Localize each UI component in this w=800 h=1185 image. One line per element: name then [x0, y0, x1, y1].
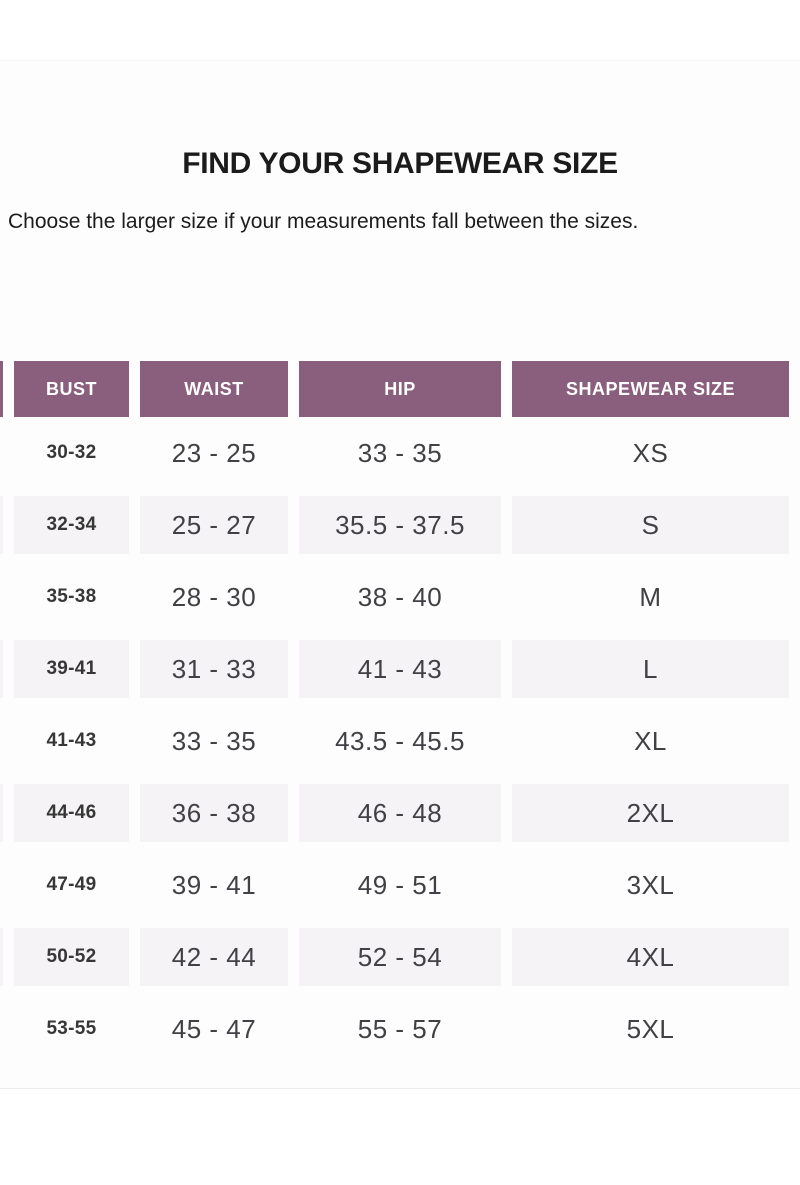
bust-cell: 35-38: [46, 586, 97, 607]
size-cell: 5XL: [626, 1013, 675, 1044]
size-cell: 4XL: [512, 921, 789, 993]
size-cell: S: [512, 489, 789, 561]
bust-cell: 44-46: [14, 777, 129, 849]
waist-cell: 28 - 30: [171, 581, 257, 612]
waist-cell: 36 - 38: [140, 777, 288, 849]
hip-cell: 46 - 48: [299, 777, 501, 849]
hip-cell: 49 - 51: [357, 869, 443, 900]
cutoff-column-sliver: [0, 417, 3, 489]
table-row: 50-52 42 - 44 52 - 54 4XL: [0, 921, 789, 993]
hip-cell: 55 - 57: [357, 1013, 443, 1044]
waist-cell: 39 - 41: [171, 869, 257, 900]
bust-cell: 53-55: [46, 1018, 97, 1039]
page-subtitle: Choose the larger size if your measureme…: [8, 210, 639, 233]
content-sheet: [0, 60, 800, 1089]
table-row: 41-43 33 - 35 43.5 - 45.5 XL: [0, 705, 789, 777]
cutoff-column-sliver: [0, 705, 3, 777]
cutoff-column-sliver: [0, 921, 3, 993]
hip-cell: 41 - 43: [299, 633, 501, 705]
waist-cell: 45 - 47: [171, 1013, 257, 1044]
hip-cell: 52 - 54: [299, 921, 501, 993]
bust-cell: 30-32: [46, 442, 97, 463]
hip-cell: 38 - 40: [357, 581, 443, 612]
size-cell: M: [639, 581, 662, 612]
cutoff-column-sliver: [0, 777, 3, 849]
table-row: 30-32 23 - 25 33 - 35 XS: [0, 417, 789, 489]
column-header-hip: HIP: [299, 361, 501, 417]
size-cell: L: [512, 633, 789, 705]
hip-cell: 43.5 - 45.5: [335, 725, 465, 756]
cutoff-column-sliver: [0, 849, 3, 921]
size-cell: 3XL: [626, 869, 675, 900]
hip-cell: 35.5 - 37.5: [299, 489, 501, 561]
bust-cell: 47-49: [46, 874, 97, 895]
size-cell: XL: [634, 725, 667, 756]
waist-cell: 42 - 44: [140, 921, 288, 993]
bust-cell: 32-34: [14, 489, 129, 561]
waist-cell: 31 - 33: [140, 633, 288, 705]
table-row: 44-46 36 - 38 46 - 48 2XL: [0, 777, 789, 849]
table-row: 32-34 25 - 27 35.5 - 37.5 S: [0, 489, 789, 561]
table-header-row: BUST WAIST HIP SHAPEWEAR SIZE: [0, 361, 789, 417]
column-header-bust: BUST: [14, 361, 129, 417]
column-header-shapewear-size: SHAPEWEAR SIZE: [512, 361, 789, 417]
table-row: 35-38 28 - 30 38 - 40 M: [0, 561, 789, 633]
bust-cell: 39-41: [14, 633, 129, 705]
table-row: 39-41 31 - 33 41 - 43 L: [0, 633, 789, 705]
table-row: 47-49 39 - 41 49 - 51 3XL: [0, 849, 789, 921]
bust-cell: 41-43: [46, 730, 97, 751]
waist-cell: 23 - 25: [171, 437, 257, 468]
cutoff-column-sliver: [0, 633, 3, 705]
table-row: 53-55 45 - 47 55 - 57 5XL: [0, 993, 789, 1065]
cutoff-column-sliver: [0, 489, 3, 561]
column-header-waist: WAIST: [140, 361, 288, 417]
size-cell: XS: [632, 437, 669, 468]
bust-cell: 50-52: [14, 921, 129, 993]
cutoff-column-sliver: [0, 561, 3, 633]
size-cell: 2XL: [512, 777, 789, 849]
hip-cell: 33 - 35: [357, 437, 443, 468]
waist-cell: 25 - 27: [140, 489, 288, 561]
page-title: FIND YOUR SHAPEWEAR SIZE: [182, 147, 618, 180]
cutoff-column-sliver: [0, 361, 3, 417]
size-chart-table: BUST WAIST HIP SHAPEWEAR SIZE 30-32 23 -…: [0, 361, 789, 1065]
cutoff-column-sliver: [0, 993, 3, 1065]
waist-cell: 33 - 35: [171, 725, 257, 756]
